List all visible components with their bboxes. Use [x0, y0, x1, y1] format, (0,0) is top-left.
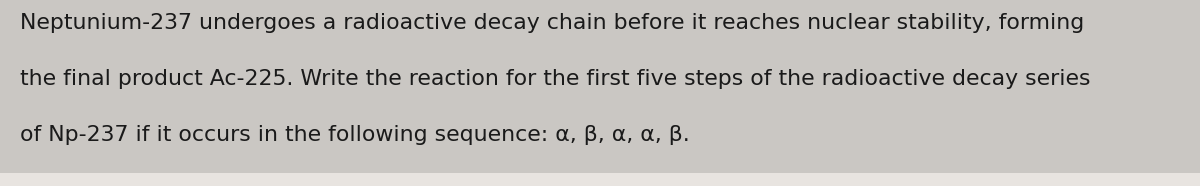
Text: of Np-237 if it occurs in the following sequence: α, β, α, α, β.: of Np-237 if it occurs in the following …: [20, 125, 690, 145]
Text: the final product Ac-225. Write the reaction for the first five steps of the rad: the final product Ac-225. Write the reac…: [20, 69, 1091, 89]
Text: Neptunium-237 undergoes a radioactive decay chain before it reaches nuclear stab: Neptunium-237 undergoes a radioactive de…: [20, 13, 1085, 33]
Bar: [0, 173, 1200, 186]
